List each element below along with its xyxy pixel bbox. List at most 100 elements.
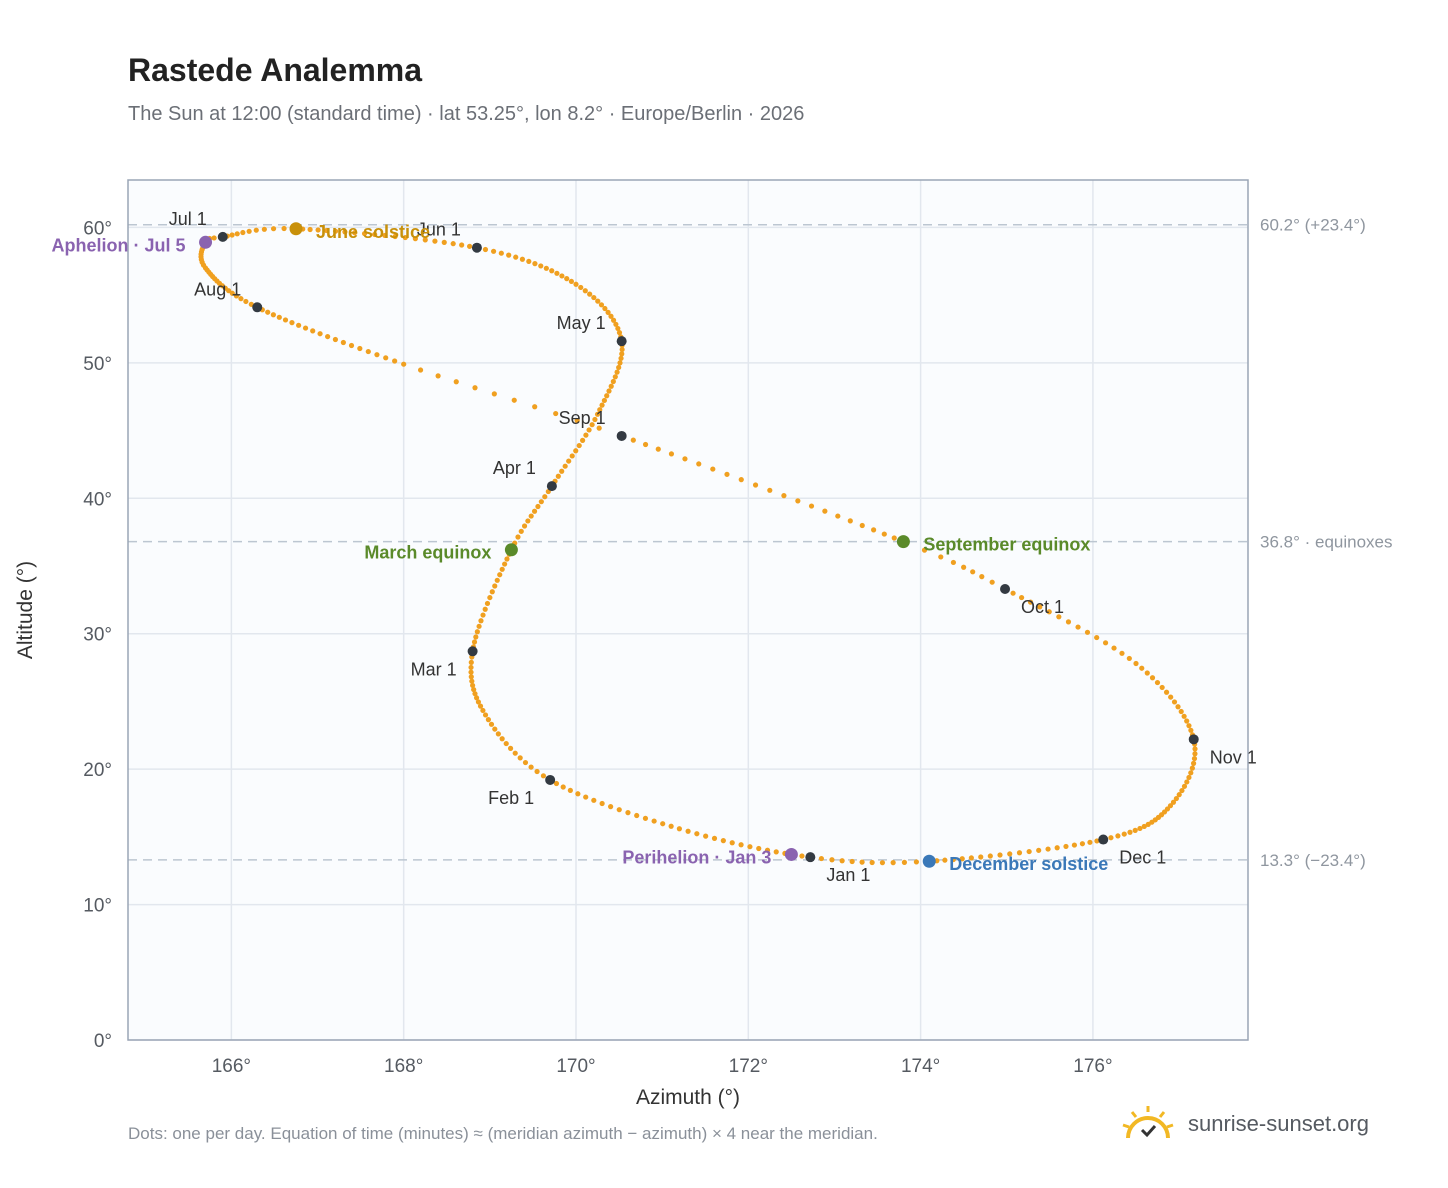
day-dot: [494, 577, 500, 583]
day-dot: [616, 330, 623, 336]
day-dot: [615, 325, 621, 332]
day-dot: [1037, 604, 1043, 610]
day-dot: [835, 513, 841, 519]
day-dot: [512, 750, 518, 756]
month-marker: [805, 852, 816, 863]
day-dot: [1027, 599, 1034, 605]
day-dot: [392, 233, 398, 240]
day-dot: [1026, 848, 1032, 855]
day-dot: [608, 804, 614, 810]
day-dot: [468, 669, 474, 675]
day-dot: [435, 373, 441, 379]
reference-lines: 60.2° (+23.4°) 36.8° · equinoxes 13.3° (−2…: [128, 216, 1393, 870]
day-dot: [253, 227, 259, 233]
day-dot: [480, 707, 486, 714]
day-dot: [676, 826, 682, 832]
day-dot: [606, 388, 612, 394]
day-dot: [417, 367, 424, 373]
day-dot: [490, 248, 497, 254]
day-dot: [1121, 831, 1127, 837]
y-tick-label: 0°: [94, 1031, 112, 1052]
day-dot: [470, 682, 476, 689]
day-dot: [1132, 827, 1138, 833]
day-dot: [569, 453, 575, 459]
day-dot: [1186, 723, 1192, 729]
day-dot: [642, 441, 649, 448]
day-dot: [499, 566, 505, 572]
month-marker: [1000, 584, 1011, 595]
day-dot: [554, 270, 560, 276]
day-dot: [518, 528, 524, 534]
day-dot: [1045, 846, 1051, 852]
day-dot: [989, 579, 995, 585]
event-label: Perihelion · Jan 3: [622, 847, 771, 867]
day-dot: [599, 800, 605, 807]
day-dot: [1094, 634, 1100, 641]
day-dot: [1010, 590, 1016, 596]
day-dot: [534, 768, 540, 775]
day-dot: [1188, 727, 1194, 733]
day-dot: [738, 477, 744, 483]
y-tick-label: 30°: [83, 625, 112, 646]
day-dot: [1115, 833, 1121, 839]
brand[interactable]: sunrise-sunset.org: [1120, 1100, 1369, 1148]
day-dot: [412, 236, 418, 242]
day-dot: [1094, 838, 1100, 844]
day-dot: [968, 855, 974, 861]
day-dot: [348, 342, 355, 349]
day-dot: [595, 298, 601, 304]
page-title: Rastede Analemma: [128, 52, 423, 88]
day-dot: [482, 712, 489, 718]
day-dot: [616, 807, 622, 813]
day-dot: [938, 554, 944, 560]
day-dot: [491, 391, 497, 397]
day-dot: [499, 736, 505, 742]
x-tick-label: 172°: [729, 1056, 768, 1077]
day-dot: [729, 840, 735, 846]
day-dot: [738, 842, 744, 848]
day-dot: [724, 471, 730, 477]
day-dot: [720, 838, 726, 844]
month-marker: [616, 430, 627, 441]
y-axis-label: Altitude (°): [14, 561, 37, 659]
day-dot: [383, 355, 389, 361]
day-dot: [668, 451, 675, 457]
day-dot: [543, 265, 549, 271]
day-dot: [521, 523, 528, 529]
day-dot: [562, 463, 568, 469]
day-dot: [332, 336, 339, 343]
day-dot: [477, 703, 484, 709]
day-dot: [764, 847, 771, 853]
day-dot: [1189, 765, 1195, 771]
day-dot: [478, 618, 484, 624]
day-dot: [849, 858, 855, 865]
day-dot: [289, 320, 295, 326]
day-dot: [591, 294, 597, 301]
day-dot: [575, 791, 581, 797]
day-dot: [767, 487, 773, 493]
day-dot: [441, 239, 447, 245]
day-dot: [979, 574, 985, 580]
day-dot: [668, 823, 674, 829]
day-dot: [240, 229, 246, 236]
day-dot: [601, 397, 607, 404]
day-dot: [498, 250, 504, 256]
day-dot: [468, 664, 474, 671]
day-dot: [574, 418, 580, 424]
day-dot: [660, 821, 666, 827]
day-dot: [829, 857, 835, 863]
day-dot: [474, 629, 480, 635]
day-dot: [1179, 787, 1185, 794]
day-dot: [476, 623, 482, 629]
month-markers: Jan 1 Feb 1 Mar 1 Apr 1 May 1 Jun 1 Jul 1 Aug 1…: [169, 209, 1257, 885]
day-dot: [553, 780, 560, 787]
day-dot: [682, 456, 688, 462]
day-dot: [642, 815, 649, 821]
day-dot: [913, 859, 919, 865]
page-subtitle: The Sun at 12:00 (standard time) · lat 5…: [128, 103, 805, 125]
day-dot: [485, 717, 492, 723]
day-dot: [1176, 792, 1182, 798]
event-label: June solstice: [316, 222, 430, 242]
day-dot: [1054, 845, 1060, 851]
day-dot: [450, 241, 456, 247]
